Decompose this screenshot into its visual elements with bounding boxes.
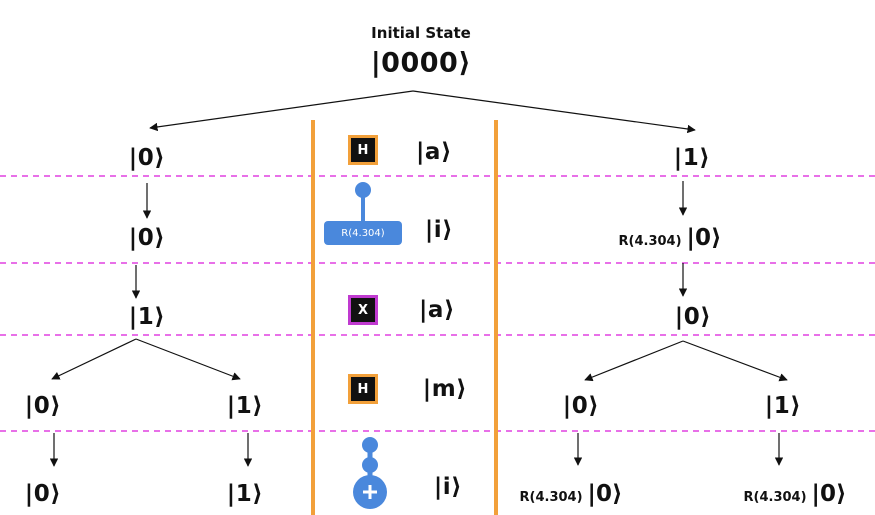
rotation-control-icon — [355, 182, 371, 222]
right-state-l4a: |0⟩ — [562, 393, 600, 419]
right-state-l5b-rotation: R(4.304) — [743, 490, 807, 505]
left-state-l4b: |1⟩ — [226, 393, 264, 419]
arrow-left-split-b — [135, 338, 241, 381]
left-state-l1: |0⟩ — [128, 145, 166, 171]
hadamard-gate-2: H — [348, 374, 378, 404]
left-state-l2: |0⟩ — [128, 225, 166, 251]
target-qubit-2: |i⟩ — [424, 217, 454, 243]
right-state-l5a-rotation: R(4.304) — [519, 490, 583, 505]
right-state-l3: |0⟩ — [674, 304, 712, 330]
target-qubit-3: |a⟩ — [419, 297, 455, 323]
right-state-l5b: R(4.304) |0⟩ — [744, 481, 847, 507]
right-state-l2-rotation: R(4.304) — [618, 234, 682, 249]
target-qubit-4: |m⟩ — [422, 376, 468, 402]
right-state-l5a-ket: |0⟩ — [587, 481, 623, 507]
right-state-l2-ket: |0⟩ — [686, 225, 722, 251]
left-state-l5b: |1⟩ — [226, 481, 264, 507]
arrow-left-split-a — [51, 338, 137, 380]
right-state-l1: |1⟩ — [673, 145, 711, 171]
rotation-gate: R(4.304) — [324, 221, 402, 245]
right-state-l2: R(4.304) |0⟩ — [619, 225, 722, 251]
hadamard-gate-1: H — [348, 135, 378, 165]
arrow-root-left — [149, 90, 414, 132]
arrow-right-split-a — [584, 340, 684, 382]
right-state-l5a: R(4.304) |0⟩ — [520, 481, 623, 507]
right-state-l4b: |1⟩ — [764, 393, 802, 419]
target-qubit-1: |a⟩ — [416, 139, 452, 165]
target-qubit-5: |i⟩ — [433, 474, 463, 500]
initial-state-title: Initial State — [371, 24, 471, 42]
right-state-l5b-ket: |0⟩ — [811, 481, 847, 507]
x-gate: X — [348, 295, 378, 325]
initial-state-ket: |0000⟩ — [370, 47, 472, 79]
left-state-l3: |1⟩ — [128, 304, 166, 330]
left-state-l5a: |0⟩ — [24, 481, 62, 507]
arrow-root-right — [412, 90, 696, 134]
arrow-right-split-b — [682, 340, 788, 382]
left-state-l4a: |0⟩ — [24, 393, 62, 419]
cnot-gate-icon — [353, 437, 387, 509]
